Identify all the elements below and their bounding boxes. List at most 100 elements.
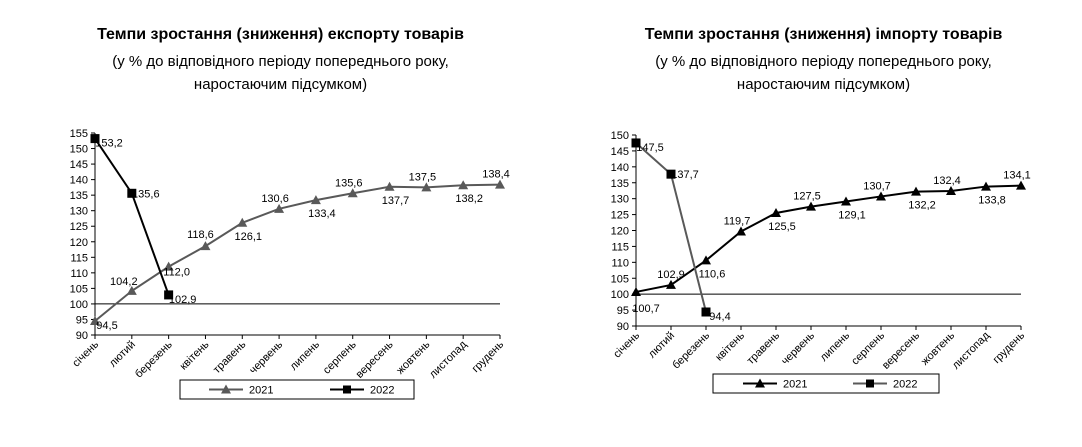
data-point-2021 bbox=[274, 203, 285, 213]
data-point-2021 bbox=[911, 186, 921, 196]
export-chart-subtitle-line2: наростаючим підсумком) bbox=[193, 76, 368, 93]
x-tick-label: січень bbox=[611, 329, 642, 360]
data-point-2022 bbox=[631, 138, 641, 148]
x-tick-label: листопад bbox=[950, 329, 993, 372]
data-label-2021: 119,7 bbox=[724, 215, 751, 227]
data-point-2021 bbox=[1016, 180, 1026, 190]
y-tick-label: 150 bbox=[70, 144, 88, 156]
data-point-2021 bbox=[876, 191, 886, 201]
x-tick-label: грудень bbox=[991, 329, 1028, 366]
data-label-2021: 130,7 bbox=[863, 180, 891, 192]
data-label-2021: 134,1 bbox=[1003, 170, 1031, 182]
y-tick-label: 115 bbox=[70, 252, 88, 264]
y-tick-label: 140 bbox=[70, 175, 88, 187]
data-label-2021: 94,5 bbox=[96, 320, 117, 332]
data-point-2021 bbox=[384, 181, 395, 191]
x-tick-label: лютий bbox=[646, 330, 677, 361]
data-label-2021: 104,2 bbox=[110, 276, 138, 288]
data-point-2022 bbox=[164, 290, 174, 300]
legend-marker-2021 bbox=[221, 384, 231, 394]
x-tick-label: квітень bbox=[178, 338, 212, 372]
y-tick-label: 95 bbox=[76, 314, 88, 326]
x-tick-label: березень bbox=[133, 338, 175, 380]
data-point-2022 bbox=[666, 169, 676, 179]
data-label-2021: 126,1 bbox=[235, 231, 263, 243]
x-tick-label: лютий bbox=[107, 339, 138, 370]
export-chart-plot: 90 95 100 105 110 115 120 125 130 135 140 145 150 155… bbox=[70, 128, 510, 400]
y-tick-label: 110 bbox=[611, 257, 629, 269]
data-label-2021: 118,6 bbox=[187, 229, 214, 241]
y-tick-label: 135 bbox=[611, 178, 629, 190]
y-tick-label: 105 bbox=[611, 273, 629, 285]
data-label-2021: 110,6 bbox=[699, 268, 726, 280]
legend-box bbox=[179, 379, 415, 400]
data-point-2021 bbox=[806, 201, 816, 211]
data-label-2021: 112,0 bbox=[163, 267, 190, 279]
data-point-2022 bbox=[90, 134, 100, 144]
y-tick-label: 90 bbox=[617, 321, 629, 333]
data-label-2021: 100,7 bbox=[632, 303, 660, 315]
data-point-2021 bbox=[126, 285, 137, 295]
data-label-2021: 133,4 bbox=[308, 208, 336, 220]
legend-label-2021: 2021 bbox=[249, 385, 273, 397]
data-label-2021: 125,5 bbox=[768, 221, 796, 233]
y-tick-label: 145 bbox=[611, 146, 629, 158]
data-label-2022: 135,6 bbox=[132, 188, 160, 200]
y-tick-label: 115 bbox=[611, 241, 629, 253]
data-label-2021: 138,2 bbox=[455, 193, 483, 205]
data-label-2022: 102,9 bbox=[169, 294, 197, 306]
legend-marker-2021 bbox=[755, 378, 765, 388]
x-tick-label: травень bbox=[211, 338, 249, 376]
series-line-2021 bbox=[94, 183, 501, 322]
y-tick-label: 105 bbox=[70, 283, 88, 295]
y-tick-label: 125 bbox=[70, 221, 88, 233]
y-tick-label: 100 bbox=[611, 289, 629, 301]
import-chart-plot: 90 95 100 105 110 115 120 125 130 135 140 145 150 січ… bbox=[611, 130, 1031, 394]
data-label-2021: 129,1 bbox=[838, 210, 866, 222]
y-tick-label: 155 bbox=[70, 128, 88, 140]
y-tick-label: 95 bbox=[617, 305, 629, 317]
y-tick-label: 120 bbox=[70, 237, 88, 249]
x-tick-label: червень bbox=[247, 338, 285, 376]
data-label-2021: 132,4 bbox=[933, 175, 961, 187]
import-chart-title: Темпи зростання (зниження) імпорту товар… bbox=[644, 26, 1003, 43]
data-point-2022 bbox=[127, 188, 137, 198]
data-point-2021 bbox=[631, 286, 641, 296]
data-label-2021: 130,6 bbox=[261, 193, 289, 205]
data-label-2021: 137,5 bbox=[409, 171, 437, 183]
data-label-2022: 137,7 bbox=[671, 169, 699, 181]
data-label-2021: 127,5 bbox=[793, 191, 821, 203]
x-tick-label: грудень bbox=[470, 338, 507, 375]
y-tick-label: 90 bbox=[76, 330, 88, 342]
legend-box bbox=[712, 373, 940, 394]
data-label-2022: 147,5 bbox=[636, 142, 664, 154]
x-tick-label: липень bbox=[818, 329, 852, 363]
data-label-2021: 135,6 bbox=[335, 177, 363, 189]
data-point-2021 bbox=[347, 188, 358, 198]
y-tick-label: 100 bbox=[70, 299, 88, 311]
data-point-2021 bbox=[237, 217, 248, 227]
legend-label-2022: 2022 bbox=[370, 385, 394, 397]
data-point-2021 bbox=[736, 226, 746, 236]
y-tick-label: 125 bbox=[611, 210, 629, 222]
data-point-2021 bbox=[841, 196, 851, 206]
data-point-2021 bbox=[495, 179, 505, 189]
data-label-2022: 94,4 bbox=[709, 311, 730, 323]
import-chart-subtitle-line1: (у % до відповідного періоду попередньог… bbox=[655, 53, 992, 70]
legend-marker-2022 bbox=[866, 379, 874, 388]
data-point-2021 bbox=[90, 316, 100, 326]
import-chart-panel: Темпи зростання (зниження) імпорту товар… bbox=[541, 0, 1082, 447]
export-chart-panel: Темпи зростання (зниження) експорту това… bbox=[70, 26, 510, 400]
data-point-2021 bbox=[163, 261, 174, 271]
x-tick-label: травень bbox=[745, 329, 783, 367]
x-tick-label: вересень bbox=[354, 338, 396, 380]
data-point-2021 bbox=[666, 279, 676, 289]
x-tick-label: березень bbox=[670, 329, 712, 371]
y-tick-label: 150 bbox=[611, 130, 629, 142]
x-tick-label: серпень bbox=[321, 338, 359, 376]
export-chart-subtitle-line1: (у % до відповідного періоду попередньог… bbox=[112, 53, 449, 70]
y-tick-label: 135 bbox=[70, 190, 88, 202]
y-tick-label: 140 bbox=[611, 162, 629, 174]
legend-marker-2022 bbox=[343, 385, 351, 394]
legend-label-2021: 2021 bbox=[783, 379, 807, 391]
